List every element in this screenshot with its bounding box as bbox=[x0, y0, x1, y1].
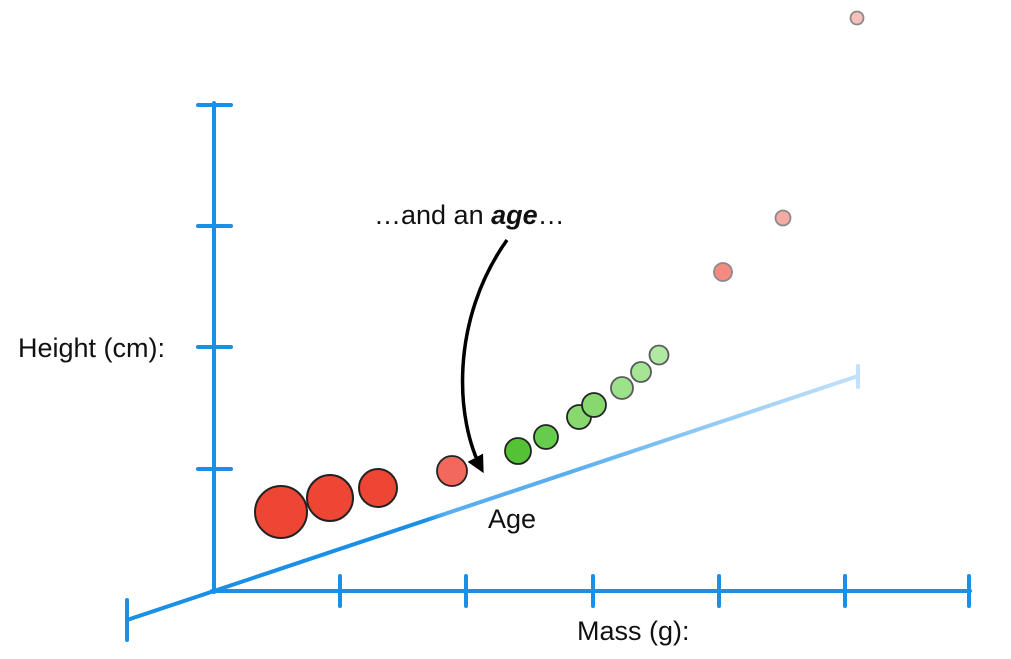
data-point-young bbox=[306, 474, 354, 522]
data-point-old bbox=[774, 209, 792, 227]
data-point-middle bbox=[581, 392, 607, 418]
data-point-young bbox=[254, 485, 308, 539]
annotation-prefix: …and an bbox=[374, 200, 491, 230]
data-point-middle bbox=[610, 376, 634, 400]
z-axis bbox=[125, 364, 860, 642]
y-axis bbox=[196, 101, 233, 594]
annotation-suffix: … bbox=[538, 200, 565, 230]
data-point-middle bbox=[533, 424, 559, 450]
data-point-young bbox=[358, 468, 398, 508]
annotation-emphasis: age bbox=[491, 200, 538, 230]
x-axis-label: Mass (g): bbox=[577, 616, 690, 646]
data-point-young bbox=[436, 455, 468, 487]
data-point-middle bbox=[630, 361, 652, 383]
data-point-old bbox=[713, 262, 733, 282]
annotation-text: …and an age… bbox=[374, 200, 565, 230]
data-point-old bbox=[849, 10, 865, 26]
annotation-arrow bbox=[460, 238, 509, 474]
data-point-middle bbox=[504, 437, 532, 465]
data-points bbox=[254, 10, 865, 539]
z-axis-label: Age bbox=[488, 504, 536, 534]
x-axis bbox=[210, 574, 972, 608]
y-axis-label: Height (cm): bbox=[18, 333, 165, 363]
data-point-middle bbox=[648, 344, 670, 366]
